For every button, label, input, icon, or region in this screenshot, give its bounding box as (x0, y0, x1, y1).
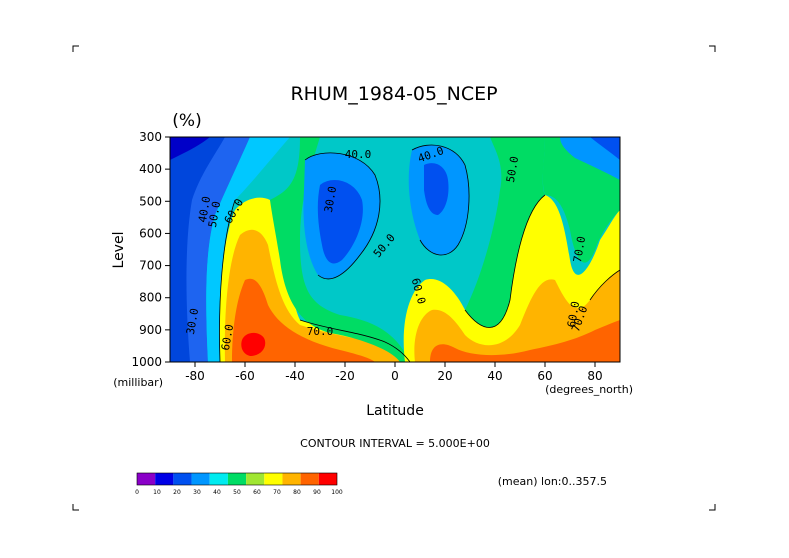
contour-line (589, 269, 620, 301)
x-tick-label: -20 (335, 369, 355, 383)
colorbar-swatch (264, 473, 283, 485)
y-tick-label: 500 (139, 194, 162, 208)
band-south-deep (170, 137, 225, 362)
mean-longitude-note: (mean) lon:0..357.5 (498, 475, 607, 488)
colorbar-tick-label: 40 (213, 489, 221, 496)
band-south-top (170, 137, 210, 160)
x-tick-label: 60 (537, 369, 552, 383)
y-tick-label: 600 (139, 226, 162, 240)
contour-line (299, 319, 411, 362)
contour-label: 60.0 (565, 300, 582, 328)
contour-label: 60.0 (219, 323, 236, 351)
contour-fill-area (170, 137, 620, 362)
contour-label: 30.0 (184, 307, 201, 335)
y-units-label: (millibar) (113, 376, 163, 389)
corner-mark-top-left (72, 45, 79, 52)
contour-line (219, 199, 236, 362)
contour-label: 40.0 (345, 148, 372, 161)
x-tick-label: 20 (437, 369, 452, 383)
y-axis: 300 400 500 600 700 800 900 1000 (131, 130, 170, 369)
y-axis-title: Level (111, 232, 127, 269)
colorbar-tick-label: 10 (153, 489, 161, 496)
contour-label: 50.0 (504, 155, 521, 183)
band-red-core (241, 332, 266, 356)
colorbar: 0 10 20 30 40 50 60 70 80 90 100 (135, 472, 343, 496)
band-deepblue-arctic (590, 137, 620, 160)
contour-label: 70.0 (307, 325, 334, 338)
colorbar-swatch (173, 473, 192, 485)
y-tick-label: 300 (139, 130, 162, 144)
colorbar-tick-label: 0 (135, 489, 139, 496)
colorbar-frame (136, 472, 338, 486)
colorbar-tick-label: 30 (193, 489, 201, 496)
chart-title: RHUM_1984-05_NCEP (290, 83, 497, 105)
contour-line (411, 144, 470, 256)
x-tick-label: -40 (285, 369, 305, 383)
contour-lines (219, 144, 620, 362)
x-axis: -80 -60 -40 -20 0 20 40 60 80 (185, 362, 603, 383)
colorbar-tick-label: 50 (233, 489, 241, 496)
colorbar-swatch (209, 473, 228, 485)
contour-label: 70.0 (571, 235, 588, 263)
colorbar-swatch (318, 473, 337, 485)
y-tick-label: 800 (139, 291, 162, 305)
x-axis-title: Latitude (366, 403, 424, 419)
colorbar-tick-label: 70 (273, 489, 281, 496)
colorbar-tick-label: 20 (173, 489, 181, 496)
contour-line (464, 194, 546, 328)
x-tick-label: 80 (587, 369, 602, 383)
corner-mark-top-right (709, 45, 716, 52)
contour-label: 40.0 (196, 195, 213, 223)
band-south-cyan (206, 137, 290, 362)
x-tick-label: -80 (185, 369, 205, 383)
band-deepblue-north-subtrop (424, 163, 449, 215)
y-tick-label: 700 (139, 259, 162, 273)
corner-mark-bottom-left (72, 504, 79, 511)
units-label: (%) (172, 111, 201, 131)
band-orangered-north (430, 320, 620, 362)
colorbar-tick-label: 100 (331, 489, 343, 496)
band-orangered-south (232, 278, 375, 362)
y-tick-label: 400 (139, 162, 162, 176)
contour-label: 50.0 (206, 200, 223, 228)
corner-mark-bottom-right (709, 504, 716, 511)
x-units-label: (degrees_north) (545, 383, 633, 396)
colorbar-tick-label: 60 (253, 489, 261, 496)
contour-line (304, 152, 381, 280)
colorbar-swatch (137, 473, 156, 485)
y-tick-label: 1000 (131, 355, 162, 369)
colorbar-swatch (246, 473, 265, 485)
x-tick-label: 0 (391, 369, 399, 383)
y-tick-label: 900 (139, 323, 162, 337)
colorbar-swatch (155, 473, 174, 485)
colorbar-tick-label: 80 (293, 489, 301, 496)
band-deepblue-south-subtrop (317, 180, 363, 264)
contour-interval-note: CONTOUR INTERVAL = 5.000E+00 (300, 437, 490, 450)
colorbar-swatch (300, 473, 319, 485)
colorbar-tick-label: 90 (313, 489, 321, 496)
contour-label: 30.0 (322, 185, 339, 213)
band-orange-north (414, 270, 620, 362)
colorbar-swatch (282, 473, 301, 485)
band-green-north (465, 137, 545, 328)
corner-marks (72, 45, 716, 511)
x-tick-label: 40 (487, 369, 502, 383)
colorbar-swatch (191, 473, 210, 485)
colorbar-swatch (227, 473, 247, 485)
x-tick-label: -60 (235, 369, 255, 383)
band-green-south (270, 137, 410, 362)
